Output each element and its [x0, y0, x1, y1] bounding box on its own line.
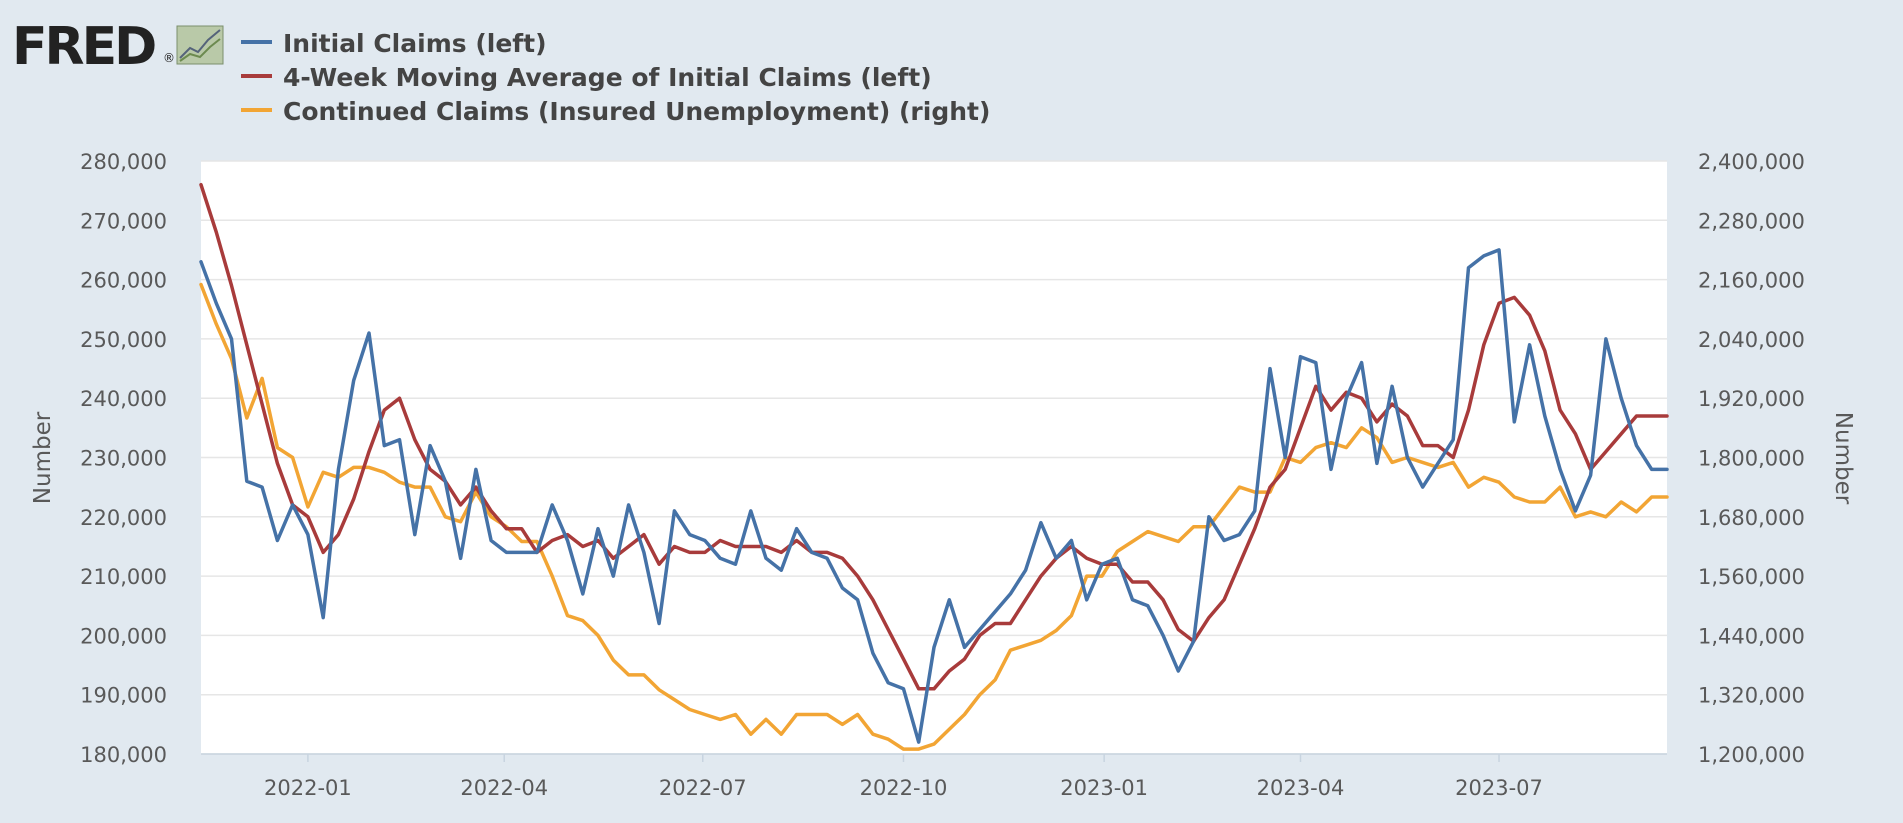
- x-tick-label: 2022-07: [659, 776, 747, 800]
- left-tick-label: 230,000: [80, 447, 167, 471]
- right-tick-label: 1,800,000: [1698, 447, 1805, 471]
- legend: Initial Claims (left) 4-Week Moving Aver…: [241, 29, 990, 126]
- left-axis: 180,000 190,000 200,000 210,000 220,000 230,0…: [80, 150, 167, 767]
- right-tick-label: 1,200,000: [1698, 743, 1805, 767]
- legend-item-moving-average[interactable]: 4-Week Moving Average of Initial Claims …: [241, 63, 932, 92]
- right-tick-label: 1,680,000: [1698, 506, 1805, 530]
- x-tick-label: 2022-04: [460, 776, 548, 800]
- left-tick-label: 260,000: [80, 269, 167, 293]
- right-axis-title: Number: [1830, 412, 1856, 505]
- fred-logo-text: FRED: [12, 17, 155, 77]
- series-line-initial-claims[interactable]: [199, 248, 1669, 744]
- series-line-continued-claims[interactable]: [199, 282, 1669, 751]
- right-tick-label: 2,280,000: [1698, 209, 1805, 233]
- left-tick-label: 240,000: [80, 387, 167, 411]
- fred-logo[interactable]: FRED ®: [12, 17, 224, 77]
- legend-label-continued-claims: Continued Claims (Insured Unemployment) …: [283, 97, 990, 126]
- chart-line-icon: [176, 25, 224, 65]
- left-tick-label: 220,000: [80, 506, 167, 530]
- right-tick-label: 1,320,000: [1698, 684, 1805, 708]
- left-tick-label: 200,000: [80, 624, 167, 648]
- legend-item-continued-claims[interactable]: Continued Claims (Insured Unemployment) …: [241, 97, 990, 126]
- right-tick-label: 2,160,000: [1698, 269, 1805, 293]
- legend-label-initial-claims: Initial Claims (left): [283, 29, 547, 58]
- right-tick-label: 1,440,000: [1698, 624, 1805, 648]
- left-tick-label: 270,000: [80, 209, 167, 233]
- left-tick-label: 210,000: [80, 565, 167, 589]
- x-tick-label: 2023-01: [1060, 776, 1148, 800]
- legend-label-moving-average: 4-Week Moving Average of Initial Claims …: [283, 63, 932, 92]
- x-tick-label: 2022-01: [264, 776, 352, 800]
- right-tick-label: 2,040,000: [1698, 328, 1805, 352]
- fred-logo-registered-mark: ®: [163, 51, 175, 65]
- right-tick-label: 1,560,000: [1698, 565, 1805, 589]
- right-axis: 1,200,000 1,320,000 1,440,000 1,560,000 1,68…: [1698, 150, 1805, 767]
- left-tick-label: 180,000: [80, 743, 167, 767]
- x-axis: 2022-01 2022-04 2022-07 2022-10 2023-01 2023-…: [201, 753, 1667, 800]
- legend-item-initial-claims[interactable]: Initial Claims (left): [241, 29, 547, 58]
- right-tick-label: 1,920,000: [1698, 387, 1805, 411]
- left-tick-label: 190,000: [80, 684, 167, 708]
- series-lines: [199, 182, 1669, 751]
- x-tick-label: 2023-07: [1455, 776, 1543, 800]
- left-tick-label: 250,000: [80, 328, 167, 352]
- right-tick-label: 2,400,000: [1698, 150, 1805, 174]
- left-axis-title: Number: [30, 411, 56, 504]
- left-tick-label: 280,000: [80, 150, 167, 174]
- x-tick-label: 2023-04: [1257, 776, 1345, 800]
- x-tick-label: 2022-10: [860, 776, 948, 800]
